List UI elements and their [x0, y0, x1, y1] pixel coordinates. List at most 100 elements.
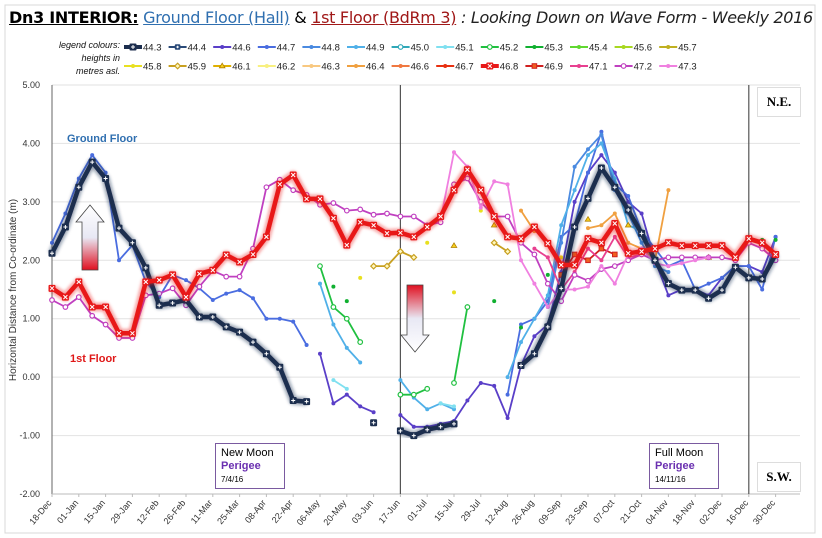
data-point	[492, 179, 497, 184]
data-point	[369, 262, 378, 270]
data-point	[291, 319, 296, 324]
data-point	[531, 251, 538, 258]
legend-swatch-marker-cross	[131, 45, 135, 49]
data-point	[224, 291, 229, 296]
data-point	[559, 240, 564, 245]
data-point-cross	[63, 224, 68, 229]
series-line	[453, 306, 469, 384]
x-tick-label: 16-Dec	[724, 497, 751, 526]
legend-swatch-marker	[577, 64, 581, 68]
series-line	[51, 154, 308, 346]
data-point-cross	[572, 224, 577, 229]
data-point-x	[183, 294, 189, 300]
legend-item-45-8: 45.8	[124, 62, 162, 73]
data-point	[532, 281, 537, 286]
data-point	[519, 258, 523, 263]
data-point	[450, 242, 458, 248]
data-point	[532, 334, 537, 339]
legend-item-44-9: 44.9	[347, 43, 385, 54]
data-point	[746, 264, 751, 269]
data-point-cross	[130, 240, 135, 245]
series-line	[506, 130, 777, 395]
legend-item-45-4: 45.4	[570, 43, 608, 54]
data-point-cross	[251, 340, 255, 345]
y-axis-label: Horizontal Distance from Co-ordinate (m)	[8, 199, 19, 381]
legend-item-46-2: 46.2	[257, 62, 295, 73]
data-point-x	[344, 242, 350, 248]
data-point-cross	[398, 428, 403, 433]
legend-label: 46.8	[500, 62, 519, 73]
x-tick-label: 06-May	[295, 497, 322, 527]
legend-label: 45.8	[143, 62, 162, 73]
data-point	[397, 391, 404, 398]
data-point	[452, 290, 456, 295]
legend-item-44-8: 44.8	[302, 43, 340, 54]
legend-item-47-3: 47.3	[659, 62, 697, 73]
data-point	[505, 392, 510, 397]
legend-swatch-marker	[443, 45, 448, 49]
series-line	[332, 379, 348, 390]
data-point	[465, 398, 470, 403]
data-point	[318, 281, 322, 286]
y-tick-label: 0.00	[22, 372, 40, 382]
legend-label: 44.6	[232, 43, 251, 54]
legend-swatch-marker	[264, 64, 269, 68]
data-point-x	[451, 187, 457, 193]
series-46-8	[48, 165, 780, 338]
legend-label: 45.4	[589, 43, 608, 54]
data-point-cross	[143, 265, 148, 270]
data-point	[519, 325, 523, 330]
series-line	[440, 402, 455, 408]
legend-label: 44.9	[366, 43, 385, 54]
data-point	[236, 273, 243, 280]
data-point-x	[130, 330, 135, 336]
data-point-cross	[371, 420, 376, 425]
data-point	[263, 184, 270, 191]
legend-item-46-7: 46.7	[436, 62, 474, 73]
legend-label: 46.6	[411, 62, 430, 73]
legend-swatch-marker	[309, 64, 314, 68]
title-subtitle: : Looking Down on Wave Form - Weekly 201…	[460, 8, 813, 27]
data-point-cross	[559, 286, 564, 291]
data-point-x	[89, 304, 95, 310]
data-point	[504, 213, 511, 220]
x-tick-label: 29-Jul	[459, 498, 482, 523]
data-point-x	[625, 250, 631, 256]
title-ground-floor: Ground Floor (Hall)	[143, 8, 290, 27]
data-point	[599, 132, 604, 137]
legend-label: 44.4	[188, 43, 207, 54]
data-point	[492, 299, 497, 304]
data-point	[666, 188, 671, 193]
y-tick-label: -1.00	[19, 431, 40, 441]
data-point-x	[759, 240, 765, 246]
data-point-cross	[653, 258, 657, 263]
title-first-floor: 1st Floor (BdRm 3)	[311, 8, 457, 27]
data-point-cross	[304, 399, 309, 404]
south-west-label: S.W.	[757, 462, 801, 492]
x-tick-label: 17-Jun	[377, 498, 402, 526]
data-point	[343, 315, 350, 322]
data-point-cross	[612, 185, 617, 190]
x-tick-label: 09-Sep	[536, 498, 562, 527]
data-point	[425, 240, 430, 245]
y-tick-label: 1.00	[22, 314, 40, 324]
data-point	[331, 322, 336, 327]
data-point-cross	[720, 288, 724, 293]
x-tick-label: 01-Jan	[55, 498, 80, 526]
data-point-x	[585, 236, 591, 242]
legend-label: 45.6	[634, 43, 653, 54]
legend-label: 45.0	[411, 43, 430, 54]
data-point	[586, 153, 590, 158]
data-point	[505, 182, 510, 187]
data-point	[599, 141, 604, 146]
data-point	[599, 264, 604, 269]
data-point-x	[264, 234, 269, 240]
legend-item-45-2: 45.2	[480, 43, 518, 54]
data-point-cross	[117, 226, 121, 231]
x-tick-label: 03-Jun	[350, 498, 375, 526]
data-point	[612, 281, 617, 286]
data-point	[666, 264, 671, 269]
legend-label: 44.8	[321, 43, 340, 54]
x-tick-label: 11-Mar	[189, 498, 215, 526]
data-point-x	[170, 272, 175, 278]
